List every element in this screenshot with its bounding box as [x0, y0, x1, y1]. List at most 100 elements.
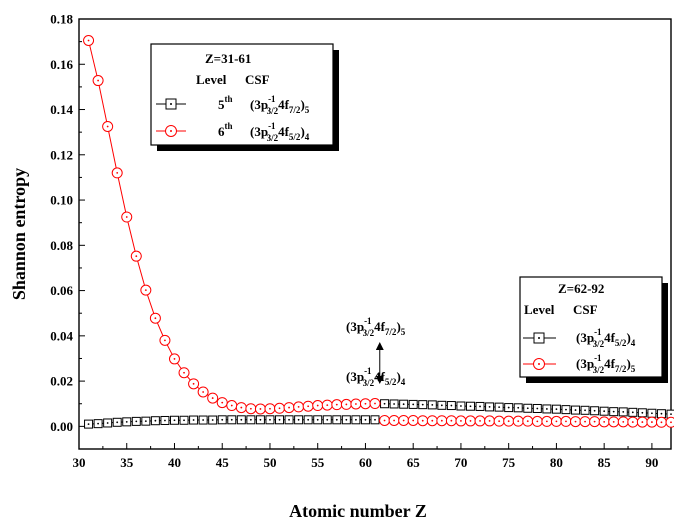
point-center-dot [584, 420, 586, 423]
y-tick-label: 0.02 [50, 374, 73, 389]
csf-sub1: 3/2 [363, 378, 375, 388]
point-center-dot [355, 418, 357, 421]
point-center-dot [574, 409, 577, 411]
y-tick-label: 0.06 [50, 283, 73, 298]
legend-1-title: Z=31-61 [205, 51, 251, 66]
point-center-dot [631, 421, 634, 423]
point-center-dot [278, 418, 281, 421]
point-center-dot [307, 418, 310, 421]
csf-base: (3p [576, 330, 594, 345]
point-center-dot [183, 419, 185, 422]
point-center-dot [488, 406, 491, 408]
point-center-dot [526, 420, 529, 423]
x-tick-label: 80 [550, 455, 563, 470]
point-center-dot [364, 402, 367, 405]
point-center-dot [641, 421, 644, 423]
csf-sub1: 3/2 [267, 133, 279, 143]
csf-base: (3p [346, 369, 364, 384]
point-center-dot [383, 419, 386, 422]
legend-2-header-csf: CSF [573, 302, 598, 317]
point-center-dot [202, 391, 205, 393]
plot-frame [78, 18, 672, 450]
point-center-dot [431, 419, 434, 422]
point-center-dot [622, 410, 625, 413]
csf-j: 4 [631, 338, 636, 348]
csf-sub1: 3/2 [593, 339, 605, 349]
point-center-dot [116, 171, 119, 174]
x-tick-label: 75 [502, 455, 516, 470]
point-center-dot [631, 411, 634, 414]
point-center-dot [345, 403, 348, 406]
y-tick-label: 0.18 [50, 12, 73, 27]
legend-2-title: Z=62-92 [558, 281, 604, 296]
point-center-dot [135, 255, 138, 258]
point-center-dot [106, 125, 109, 128]
legend-z62-92: Z=62-92 Level CSF (3p-1 3/24f5/2)4 (3p-1 3… [519, 276, 668, 383]
point-center-dot [440, 419, 443, 422]
point-center-dot [211, 419, 214, 421]
point-center-dot [269, 407, 271, 410]
x-tick-label: 55 [311, 455, 325, 470]
point-center-dot [421, 403, 424, 406]
point-center-dot [670, 421, 672, 424]
point-center-dot [450, 404, 453, 407]
point-center-dot [507, 406, 510, 409]
legend-1-circle-dot [170, 130, 172, 132]
point-center-dot [593, 420, 596, 423]
csf-base: (3p [576, 356, 594, 371]
point-center-dot [393, 403, 395, 405]
point-center-dot [326, 404, 329, 406]
legend-1-box [150, 43, 334, 146]
point-center-dot [249, 407, 252, 410]
point-center-dot [498, 420, 501, 423]
y-tick-label: 0.08 [50, 238, 73, 253]
csf-j: 5 [631, 364, 636, 374]
csf-sub2: 7/2 [615, 364, 627, 374]
point-center-dot [269, 418, 271, 421]
csf-sub2: 5/2 [289, 132, 301, 142]
point-center-dot [603, 410, 606, 413]
legend-1-level-5: 5th [218, 94, 233, 112]
csf-j: 5 [305, 105, 310, 115]
point-center-dot [670, 413, 672, 416]
point-center-dot [374, 418, 376, 421]
x-tick-label: 85 [598, 455, 612, 470]
point-center-dot [259, 418, 262, 421]
point-center-dot [154, 419, 157, 422]
point-center-dot [202, 419, 205, 421]
point-center-dot [125, 420, 128, 423]
point-center-dot [555, 408, 558, 411]
point-center-dot [603, 420, 606, 423]
x-tick-label: 60 [359, 455, 372, 470]
point-center-dot [545, 408, 548, 410]
series-layer [83, 35, 674, 429]
point-center-dot [507, 420, 510, 423]
point-center-dot [144, 420, 147, 423]
x-axis-title: Atomic number Z [289, 501, 427, 521]
point-center-dot [164, 339, 166, 342]
csf-base: (3p [250, 97, 268, 112]
point-center-dot [116, 421, 119, 424]
point-center-dot [651, 421, 653, 423]
legend-2-circle-dot [538, 363, 540, 365]
point-center-dot [565, 408, 567, 411]
crossing-annotation: (3p-1 3/24f7/2)5 (3p-1 3/24f5/2)4 [346, 316, 406, 388]
csf-end: ) [396, 369, 400, 384]
legend-1-header-level: Level [196, 72, 227, 87]
csf-base: (3p [346, 319, 364, 334]
point-center-dot [316, 404, 319, 407]
csf-sup: -1 [594, 353, 602, 363]
y-axis-title: Shannon entropy [9, 168, 29, 300]
point-center-dot [440, 404, 443, 407]
point-center-dot [173, 358, 176, 360]
point-center-dot [173, 419, 176, 422]
point-center-dot [355, 403, 357, 405]
point-center-dot [612, 420, 615, 423]
csf-mid: 4f [278, 97, 290, 112]
point-center-dot [460, 405, 462, 407]
level-number: 5 [218, 97, 225, 112]
csf-j: 4 [305, 132, 310, 142]
point-center-dot [651, 412, 653, 415]
csf-mid: 4f [374, 319, 386, 334]
